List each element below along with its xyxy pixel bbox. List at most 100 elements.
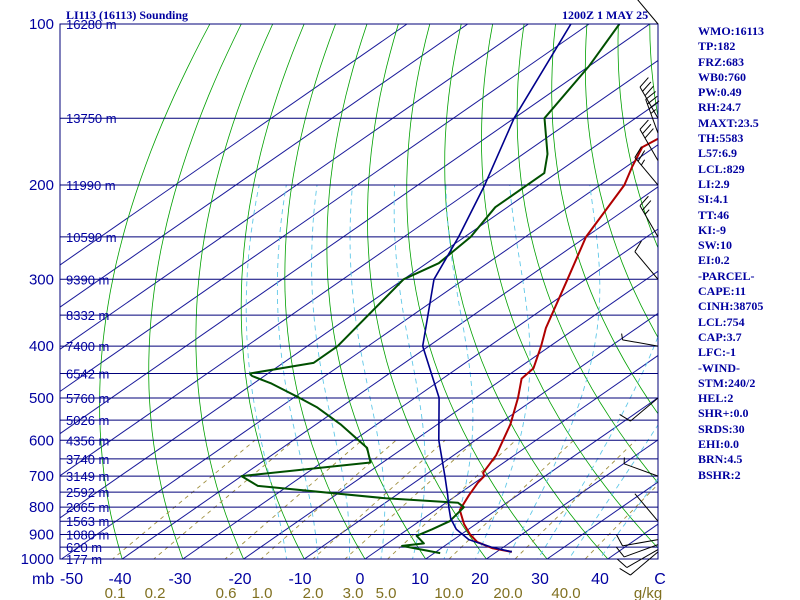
dry-adiabat <box>406 24 548 559</box>
wind-barb <box>639 119 659 161</box>
index-20: CAP:3.7 <box>698 329 742 344</box>
isotherm <box>243 270 658 559</box>
height-label: 9390 m <box>66 272 109 287</box>
mixing-ratio-tick-label: 2.0 <box>303 585 324 600</box>
index-14: SW:10 <box>698 238 733 253</box>
wind-barb <box>634 493 659 522</box>
dry-adiabat <box>649 24 658 119</box>
background-lines <box>60 24 658 559</box>
height-label: 1080 m <box>66 528 109 543</box>
wind-barb-staff <box>634 157 659 186</box>
index-21: LFC:-1 <box>698 345 736 360</box>
index-5: RH:24.7 <box>698 100 741 115</box>
mixing-ratio-tick-label: g/kg <box>634 585 662 600</box>
wind-barb <box>623 457 659 477</box>
wind-barb-staff <box>624 544 659 558</box>
height-label: 11990 m <box>66 178 116 193</box>
wind-barb-flag <box>634 146 642 158</box>
moist-adiabat <box>311 185 351 559</box>
height-label: 620 m <box>66 540 102 555</box>
index-19: LCL:754 <box>698 314 745 329</box>
moist-adiabat <box>393 185 426 559</box>
moist-adiabat <box>474 185 531 559</box>
wind-barb <box>639 195 659 238</box>
dry-adiabat <box>148 24 242 559</box>
temperature-tick-label: -50 <box>60 571 83 588</box>
height-label: 2065 m <box>66 500 109 515</box>
height-label: 8332 m <box>66 308 109 323</box>
isotherm <box>60 59 658 477</box>
index-13: KI:-9 <box>698 222 726 237</box>
index-17: CAPE:11 <box>698 284 746 299</box>
wind-barb-flag <box>642 200 652 211</box>
mixing-ratio-line <box>344 439 476 559</box>
wind-barb-flag <box>634 240 642 252</box>
isotherm <box>61 144 658 559</box>
dry-adiabat <box>444 24 609 559</box>
pressure-label: 900 <box>29 527 54 544</box>
mixing-ratio-tick-label: 10.0 <box>434 585 463 600</box>
mixing-ratio-line <box>386 439 517 559</box>
wind-barbs <box>615 0 660 576</box>
index-15: EI:0.2 <box>698 253 730 268</box>
wind-barb <box>637 0 659 25</box>
height-label: 10590 m <box>66 230 117 245</box>
temperature-tick-label: C <box>654 571 666 588</box>
height-label: 2592 m <box>66 485 109 500</box>
mixing-ratio-tick-label: 1.0 <box>252 585 273 600</box>
observation-time: 1200Z 1 MAY 25 <box>562 8 649 22</box>
mixing-ratio-line <box>584 483 658 559</box>
pressure-unit-label: mb <box>32 571 54 588</box>
temperature-tick-label: 20 <box>471 571 489 588</box>
temperature-tick-label: -40 <box>108 571 131 588</box>
wind-barb-flag <box>616 534 623 547</box>
mixing-ratio-line <box>111 439 256 559</box>
wind-barb-staff <box>639 129 659 161</box>
mixing-ratio-line <box>514 439 637 559</box>
moist-adiabat <box>506 185 601 559</box>
wind-barb <box>616 534 659 547</box>
pressure-label: 200 <box>29 177 54 194</box>
dewpoint-line <box>240 24 621 555</box>
parcel-line <box>421 24 572 553</box>
profile-lines <box>240 24 658 555</box>
pressure-label: 600 <box>29 432 54 449</box>
height-label: 5760 m <box>66 391 109 406</box>
mixing-ratio-line <box>153 439 295 559</box>
station-title: LI113 (16113) Sounding <box>66 8 189 22</box>
temperature-tick-label: 10 <box>411 571 429 588</box>
wind-barb-staff <box>624 463 659 477</box>
height-label: 177 m <box>66 552 102 567</box>
temperature-tick-label: 0 <box>356 571 365 588</box>
wind-barb-staff <box>645 99 659 134</box>
wind-barb-flag <box>644 85 654 97</box>
mixing-ratio-tick-label: 5.0 <box>376 585 397 600</box>
wind-barb-half-flag <box>650 109 657 114</box>
wind-barb <box>639 77 659 119</box>
isotherm <box>364 354 658 559</box>
pressure-label: 300 <box>29 271 54 288</box>
height-label: 3149 m <box>66 469 109 484</box>
wind-barb <box>619 397 659 422</box>
index-8: L57:6.9 <box>698 146 737 161</box>
wind-barb-flag <box>615 546 625 558</box>
index-16: -PARCEL- <box>698 268 755 283</box>
moist-adiabat <box>568 424 658 559</box>
index-24: HEL:2 <box>698 391 734 406</box>
stability-index-panel: WMO:16113 TP:182 FRZ:683 WB0:760 PW:0.49 RH:2… <box>698 24 798 483</box>
pressure-label: 400 <box>29 338 54 355</box>
height-label: 6542 m <box>66 366 109 381</box>
pressure-label: 500 <box>29 390 54 407</box>
moist-adiabat <box>537 335 658 559</box>
index-11: SI:4.1 <box>698 192 729 207</box>
dry-adiabat <box>617 24 658 249</box>
index-10: LI:2.9 <box>698 176 730 191</box>
index-23: STM:240/2 <box>698 375 756 390</box>
wind-barb <box>619 551 659 576</box>
wind-barb-half-flag <box>644 209 650 215</box>
wind-barb-flag <box>642 123 652 135</box>
wind-barb-flag <box>639 195 649 207</box>
dry-adiabat <box>516 24 658 484</box>
dry-adiabat <box>551 24 658 415</box>
height-label: 4356 m <box>66 433 109 448</box>
